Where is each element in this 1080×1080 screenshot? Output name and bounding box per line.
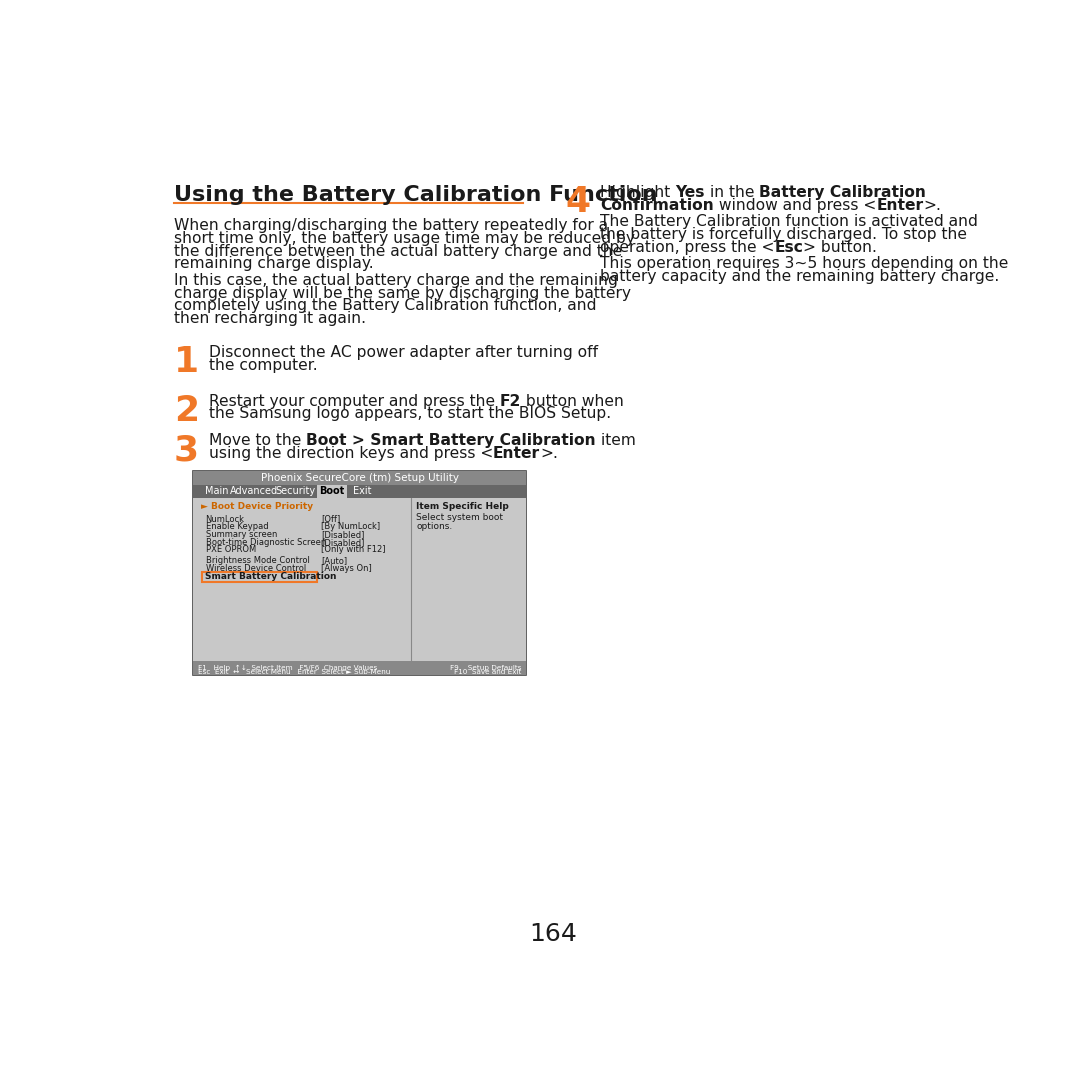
- Text: >.: >.: [923, 198, 941, 213]
- Text: Exit: Exit: [353, 486, 372, 496]
- Text: Phoenix SecureCore (tm) Setup Utility: Phoenix SecureCore (tm) Setup Utility: [260, 473, 459, 483]
- Text: Item Specific Help: Item Specific Help: [416, 501, 509, 511]
- Bar: [193, 471, 526, 675]
- Text: Move to the: Move to the: [208, 433, 306, 448]
- Text: Boot: Boot: [320, 486, 345, 496]
- Text: then recharging it again.: then recharging it again.: [174, 311, 366, 326]
- Text: Advanced: Advanced: [230, 486, 278, 496]
- Text: Brightness Mode Control: Brightness Mode Control: [205, 556, 309, 565]
- Text: [By NumLock]: [By NumLock]: [321, 523, 380, 531]
- Text: Select system boot: Select system boot: [416, 513, 503, 522]
- Text: [Off]: [Off]: [321, 514, 340, 524]
- Text: Wireless Device Control: Wireless Device Control: [205, 564, 306, 572]
- Text: button when: button when: [521, 394, 624, 408]
- Bar: [193, 485, 526, 498]
- Text: 2: 2: [174, 394, 199, 428]
- Text: the Samsung logo appears, to start the BIOS Setup.: the Samsung logo appears, to start the B…: [208, 406, 611, 421]
- Text: Enter: Enter: [492, 446, 540, 461]
- Text: in the: in the: [704, 185, 759, 200]
- Text: Confirmation: Confirmation: [600, 198, 714, 213]
- Text: Enable Keypad: Enable Keypad: [205, 523, 268, 531]
- Text: the battery is forcefully discharged. To stop the: the battery is forcefully discharged. To…: [600, 227, 967, 242]
- Text: [Disabled]: [Disabled]: [321, 538, 364, 546]
- Text: [Only with F12]: [Only with F12]: [321, 545, 386, 554]
- Text: >.: >.: [540, 446, 558, 461]
- Text: [Always On]: [Always On]: [321, 564, 372, 572]
- Text: Esc: Esc: [774, 240, 804, 255]
- Text: options.: options.: [416, 523, 453, 531]
- Text: In this case, the actual battery charge and the remaining: In this case, the actual battery charge …: [174, 273, 618, 288]
- Text: F9    Setup Defaults: F9 Setup Defaults: [450, 665, 522, 671]
- Bar: [193, 661, 526, 675]
- Text: 1: 1: [174, 346, 199, 379]
- Text: battery capacity and the remaining battery charge.: battery capacity and the remaining batte…: [600, 269, 999, 284]
- Text: Boot-time Diagnostic Screen: Boot-time Diagnostic Screen: [205, 538, 326, 546]
- Text: the difference between the actual battery charge and the: the difference between the actual batter…: [174, 244, 622, 258]
- Text: ► Boot Device Priority: ► Boot Device Priority: [201, 502, 313, 511]
- Text: [Auto]: [Auto]: [321, 556, 347, 565]
- Text: short time only, the battery usage time may be reduced by: short time only, the battery usage time …: [174, 231, 635, 246]
- Text: Using the Battery Calibration Function: Using the Battery Calibration Function: [174, 185, 658, 205]
- Text: Security: Security: [275, 486, 315, 496]
- Text: This operation requires 3~5 hours depending on the: This operation requires 3~5 hours depend…: [600, 256, 1009, 271]
- Text: item: item: [595, 433, 635, 448]
- Text: Disconnect the AC power adapter after turning off: Disconnect the AC power adapter after tu…: [208, 346, 597, 361]
- Text: [Disabled]: [Disabled]: [321, 530, 364, 539]
- Text: When charging/discharging the battery repeatedly for a: When charging/discharging the battery re…: [174, 218, 608, 233]
- Text: using the direction keys and press <: using the direction keys and press <: [208, 446, 492, 461]
- Text: Highlight: Highlight: [600, 185, 675, 200]
- Text: the computer.: the computer.: [208, 357, 318, 373]
- Text: NumLock: NumLock: [205, 514, 244, 524]
- Text: 164: 164: [529, 922, 578, 946]
- Text: F2: F2: [500, 394, 521, 408]
- Text: PXE OPROM: PXE OPROM: [205, 545, 256, 554]
- Text: Smart Battery Calibration: Smart Battery Calibration: [205, 571, 336, 581]
- Text: F1   Help  ↑↓  Select Item   F5/F6  Change Values: F1 Help ↑↓ Select Item F5/F6 Change Valu…: [198, 665, 377, 671]
- Text: Summary screen: Summary screen: [205, 530, 276, 539]
- Bar: [318, 485, 347, 498]
- Bar: [193, 498, 526, 661]
- Text: window and press <: window and press <: [714, 198, 876, 213]
- Text: completely using the Battery Calibration function, and: completely using the Battery Calibration…: [174, 298, 596, 313]
- Text: Main: Main: [205, 486, 229, 496]
- Text: Battery Calibration: Battery Calibration: [759, 185, 926, 200]
- Text: F10  Save and Exit: F10 Save and Exit: [455, 670, 522, 675]
- Text: Boot > Smart Battery Calibration: Boot > Smart Battery Calibration: [306, 433, 595, 448]
- Text: 4: 4: [565, 185, 591, 219]
- Text: charge display will be the same by discharging the battery: charge display will be the same by disch…: [174, 285, 631, 300]
- Text: > button.: > button.: [804, 240, 877, 255]
- Text: operation, press the <: operation, press the <: [600, 240, 774, 255]
- Text: Yes: Yes: [675, 185, 704, 200]
- Text: remaining charge display.: remaining charge display.: [174, 256, 374, 271]
- Text: Esc  Exit  ↔   Select Menu   Enter  Select ► Sub-Menu: Esc Exit ↔ Select Menu Enter Select ► Su…: [198, 670, 390, 675]
- Bar: [193, 471, 526, 485]
- Text: 3: 3: [174, 433, 199, 468]
- Text: Restart your computer and press the: Restart your computer and press the: [208, 394, 500, 408]
- Bar: [202, 571, 318, 582]
- Text: The Battery Calibration function is activated and: The Battery Calibration function is acti…: [600, 214, 977, 229]
- Text: Enter: Enter: [876, 198, 923, 213]
